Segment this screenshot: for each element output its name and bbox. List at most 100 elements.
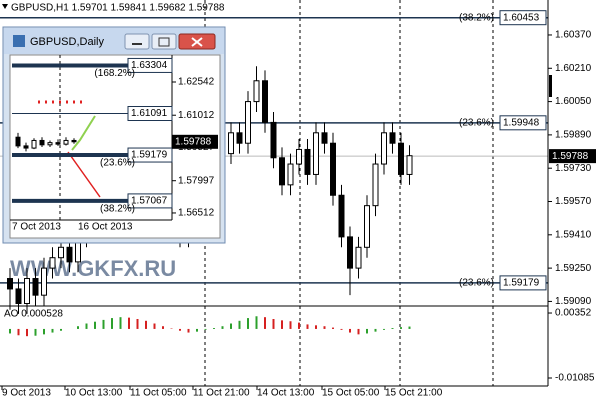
x-tick-label: 11 Oct 21:00 (193, 388, 250, 399)
candle-body (66, 246, 73, 263)
scroll-marker (549, 75, 552, 97)
level-label: 1.59179 (503, 278, 540, 289)
candle-body (355, 246, 362, 269)
candle-body (364, 205, 370, 248)
candle-body (7, 278, 13, 290)
current-price-label: 1.59788 (552, 151, 589, 162)
y-tick-label: 1.60210 (555, 63, 592, 74)
x-tick-label: 11 Oct 05:00 (130, 388, 187, 399)
candle-body (381, 132, 387, 165)
candle-body (63, 139, 69, 145)
minimize-button[interactable] (124, 33, 150, 50)
candle-body (389, 132, 396, 144)
level-pct: (23.6%) (459, 117, 494, 128)
inset-indicator-line (71, 115, 96, 151)
y-tick-label: 1.60050 (555, 96, 592, 107)
inset-level-box (127, 106, 173, 122)
candle-body (41, 267, 47, 296)
candle-body (338, 194, 345, 238)
level-label: 1.60453 (503, 12, 540, 23)
candle-body (347, 236, 353, 269)
level-label-box (499, 115, 547, 131)
y-tick-label: 1.59890 (555, 130, 592, 141)
maximize-glyph (158, 37, 170, 47)
minimize-glyph (132, 43, 142, 45)
x-tick-label: 14 Oct 13:00 (257, 388, 315, 399)
candle-body (23, 145, 29, 149)
inset-level-label: 1.57067 (131, 196, 168, 207)
candle-body (313, 132, 319, 175)
chart-header: GBPUSD,H1 1.59701 1.59841 1.59682 1.5978… (11, 3, 225, 14)
ao-label: AO 0.000528 (4, 309, 63, 320)
inset-level-label: 1.61091 (131, 108, 168, 119)
inset-level-pct: (38.2%) (100, 204, 135, 215)
symbol-icon (2, 4, 8, 9)
candle-body (253, 80, 260, 103)
y-tick-label: 1.59410 (555, 229, 592, 240)
y-tick-label: 1.59570 (555, 196, 592, 207)
inset-current-box (172, 134, 218, 149)
candle-body (55, 142, 61, 145)
inset-level-box (127, 193, 173, 209)
window-title: GBPUSD,Daily (30, 36, 104, 48)
candle-body (39, 139, 45, 146)
candle-body (49, 257, 56, 269)
ao-tick-label: -0.01085 (555, 373, 595, 384)
y-tick-label: 1.60370 (555, 30, 592, 41)
candle-body (15, 288, 22, 305)
ao-panel: AO 0.000528 (0, 305, 548, 337)
candle-body (270, 121, 277, 159)
x-tick-label: 10 Oct 13:00 (65, 388, 123, 399)
inset-level-label: 1.59179 (131, 150, 168, 161)
current-price-box (549, 149, 596, 164)
y-tick-label: 1.59730 (555, 163, 592, 174)
candle-body (287, 163, 294, 186)
inset-level-pct: (23.6%) (100, 158, 135, 169)
candle-body (279, 157, 285, 186)
candle-body (398, 142, 404, 175)
level-label: 1.59948 (503, 117, 540, 128)
candle-body (296, 148, 302, 165)
inset-x-label: 16 Oct 2013 (78, 222, 133, 233)
candle-body (15, 136, 21, 147)
candle-body (47, 142, 53, 146)
inset-level-box (127, 57, 173, 73)
x-tick-label: 9 Oct 2013 (2, 388, 51, 399)
y-tick-label: 1.59250 (555, 263, 592, 274)
x-tick-label: 15 Oct 05:00 (322, 388, 380, 399)
inset-level-box (127, 147, 173, 163)
candle-body (262, 80, 268, 123)
inset-current-label: 1.59788 (175, 136, 212, 147)
candle-body (372, 163, 379, 207)
level-label-box (499, 10, 547, 26)
candle-body (32, 278, 39, 296)
candle-body (236, 132, 243, 144)
candle-body (228, 132, 234, 155)
inset-level-label: 1.63304 (131, 60, 168, 71)
inset-level-pct: (168.2%) (94, 68, 135, 79)
inset-fib-line (67, 151, 101, 198)
maximize-button[interactable] (151, 33, 177, 50)
inset-y-tick-label: 1.57997 (178, 175, 215, 186)
candle-body (31, 139, 37, 149)
inset-y-tick-label: 1.56512 (178, 208, 215, 219)
candle-body (24, 278, 30, 305)
candle-body (304, 148, 311, 175)
level-pct: (23.6%) (459, 278, 494, 289)
watermark: WWW.GKFX.RU (10, 256, 176, 281)
inset-y-tick-label: 1.61012 (178, 110, 215, 121)
candle-body (71, 139, 77, 143)
close-glyph (191, 37, 203, 47)
candle-body (321, 132, 328, 144)
inset-x-label: 7 Oct 2013 (12, 222, 61, 233)
ao-tick-label: 0.00352 (555, 308, 592, 319)
y-tick-label: 1.59090 (555, 296, 592, 307)
level-pct: (38.2%) (459, 12, 494, 23)
candle-body (406, 155, 413, 175)
x-tick-label: 15 Oct 21:00 (385, 388, 443, 399)
candle-body (245, 101, 251, 144)
inset-window: GBPUSD,Daily 1.625421.610121.595271.5799… (2, 26, 226, 244)
candle-body (58, 246, 64, 259)
level-label-box (499, 275, 547, 291)
